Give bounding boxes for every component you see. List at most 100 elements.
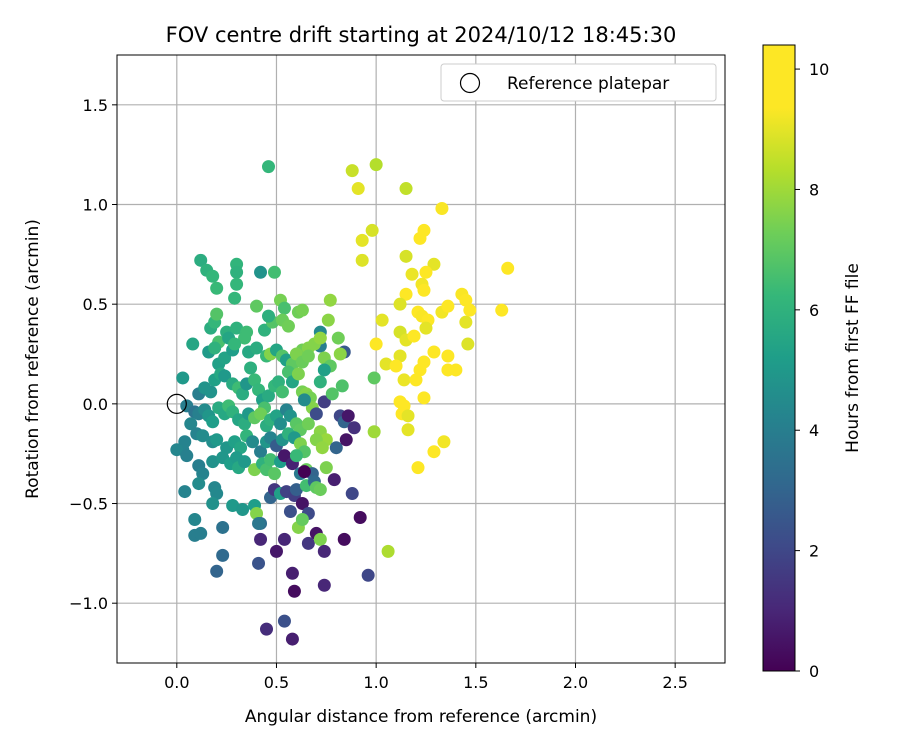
data-point <box>323 293 337 307</box>
reference-platepar-marker <box>166 393 187 414</box>
data-point <box>262 389 276 403</box>
data-point <box>238 331 252 345</box>
colorbar: 0 2 4 6 8 10 Hours from first FF file <box>762 44 863 681</box>
data-point <box>295 497 309 511</box>
data-point <box>341 409 355 423</box>
y-tick-label: −1.0 <box>69 594 108 613</box>
data-point <box>252 556 266 570</box>
data-point <box>269 544 283 558</box>
colorbar-ticks: 0 2 4 6 8 10 <box>795 60 829 681</box>
data-point <box>355 233 369 247</box>
data-point <box>427 257 441 271</box>
colorbar-label: Hours from first FF file <box>843 263 863 453</box>
data-point <box>258 323 272 337</box>
data-point <box>411 461 425 475</box>
x-tick-label: 2.5 <box>662 673 687 692</box>
data-point <box>216 548 230 562</box>
data-point <box>313 532 327 546</box>
legend-entry-label: Reference platepar <box>507 74 669 94</box>
data-point <box>262 309 276 323</box>
data-point <box>210 307 224 321</box>
data-point <box>397 373 411 387</box>
data-point <box>287 584 301 598</box>
data-point <box>230 265 244 279</box>
x-axis-label: Angular distance from reference (arcmin) <box>245 707 597 727</box>
data-point <box>289 449 303 463</box>
data-point <box>210 564 224 578</box>
data-point <box>210 433 224 447</box>
data-point <box>244 361 258 375</box>
data-point <box>252 383 266 397</box>
data-point <box>273 417 287 431</box>
data-point <box>204 385 218 399</box>
x-axis-ticks: 0.0 0.5 1.0 1.5 2.0 2.5 <box>164 663 688 692</box>
data-point <box>184 417 198 431</box>
y-tick-label: 1.0 <box>83 196 108 215</box>
data-point <box>277 614 291 628</box>
data-point <box>238 455 252 469</box>
data-point <box>297 465 311 479</box>
data-point <box>281 319 295 333</box>
data-point <box>313 375 327 389</box>
data-point <box>399 249 413 263</box>
data-point <box>252 516 266 530</box>
data-point <box>441 299 455 313</box>
data-point <box>393 349 407 363</box>
data-point <box>206 269 220 283</box>
data-point <box>218 369 232 383</box>
data-point <box>283 504 297 518</box>
data-point <box>309 407 323 421</box>
data-points <box>170 158 515 646</box>
data-point <box>295 303 309 317</box>
data-point <box>206 415 220 429</box>
data-point <box>260 622 274 636</box>
data-point <box>262 160 276 174</box>
x-tick-label: 0.0 <box>164 673 189 692</box>
data-point <box>441 349 455 363</box>
data-point <box>248 373 262 387</box>
data-point <box>317 544 331 558</box>
chart-title: FOV centre drift starting at 2024/10/12 … <box>166 23 677 47</box>
data-point <box>459 293 473 307</box>
data-point <box>250 299 264 313</box>
colorbar-tick-label: 6 <box>809 301 819 320</box>
data-point <box>379 357 393 371</box>
data-point <box>230 321 244 335</box>
data-point <box>267 265 281 279</box>
data-point <box>216 520 230 534</box>
data-point <box>367 371 381 385</box>
data-point <box>335 379 349 393</box>
data-point <box>281 365 295 379</box>
data-point <box>461 337 475 351</box>
data-point <box>277 301 291 315</box>
data-point <box>186 337 200 351</box>
data-point <box>285 566 299 580</box>
data-point <box>206 455 220 469</box>
data-point <box>236 503 250 517</box>
data-point <box>381 544 395 558</box>
data-point <box>218 351 232 365</box>
data-point <box>176 371 190 385</box>
data-point <box>327 473 341 487</box>
data-point <box>495 303 509 317</box>
colorbar-tick-label: 8 <box>809 180 819 199</box>
data-point <box>254 532 268 546</box>
data-point <box>413 363 427 377</box>
x-tick-label: 2.0 <box>563 673 588 692</box>
data-point <box>188 512 202 526</box>
data-point <box>419 321 433 335</box>
data-point <box>254 407 268 421</box>
data-point <box>321 313 335 327</box>
data-point <box>263 453 277 467</box>
data-point <box>228 291 242 305</box>
y-axis-ticks: −1.0 −0.5 0.0 0.5 1.0 1.5 <box>69 96 117 613</box>
data-point <box>301 536 315 550</box>
y-axis-label: Rotation from reference (arcmin) <box>23 219 43 499</box>
data-point <box>417 283 431 297</box>
data-point <box>319 461 333 475</box>
data-point <box>170 443 184 457</box>
data-point <box>315 441 329 455</box>
data-point <box>427 445 441 459</box>
data-point <box>413 231 427 245</box>
